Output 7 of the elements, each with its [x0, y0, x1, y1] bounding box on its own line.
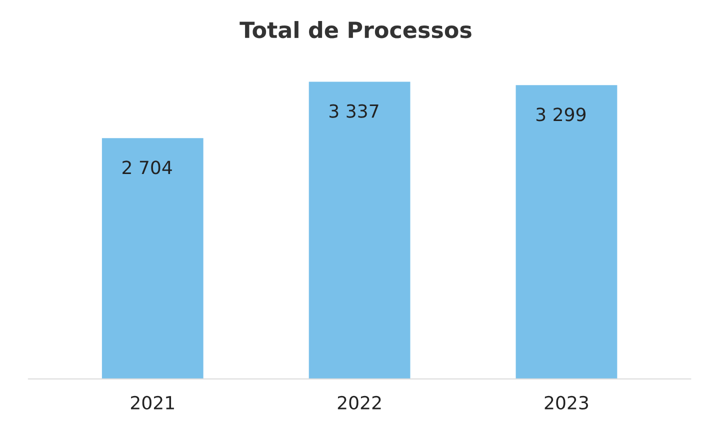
x-tick-label: 2023	[544, 396, 588, 410]
data-label: 3 337	[330, 104, 378, 118]
data-label: 3 299	[536, 108, 586, 122]
chart-title: Total de Processos	[240, 21, 472, 38]
x-tick-label: 2022	[338, 396, 381, 410]
data-label: 2 704	[122, 160, 172, 174]
x-tick-label: 2021	[130, 396, 174, 410]
